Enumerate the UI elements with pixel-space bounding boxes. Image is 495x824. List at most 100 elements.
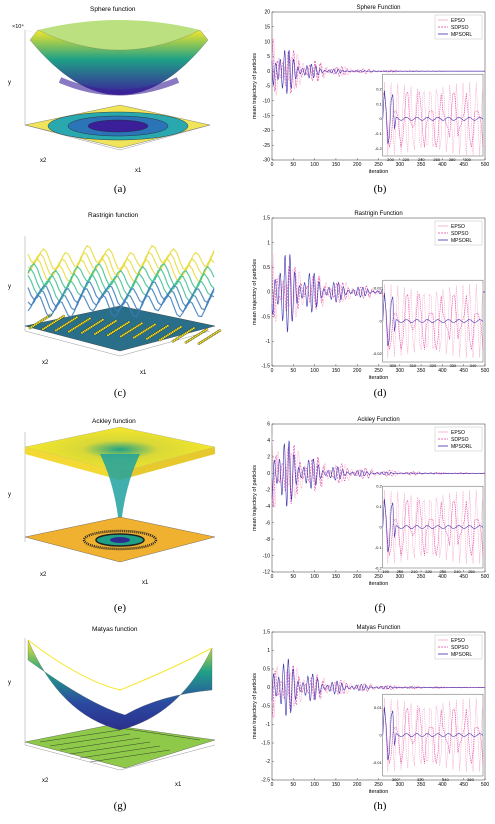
- legend-label: EPSO: [451, 18, 465, 24]
- inset-x-tick-label: 220: [425, 569, 432, 574]
- surface-plot-e: [24, 426, 216, 563]
- y-tick-label: 4: [267, 438, 270, 444]
- chart-title: Ackley Function: [357, 417, 399, 423]
- x-tick-label: 500: [481, 162, 490, 168]
- inset-series-epso: [382, 284, 484, 358]
- z-exponent: ×10⁴: [12, 24, 24, 30]
- x-axis-label: iteration: [369, 581, 389, 587]
- x-tick-label: 100: [310, 368, 319, 374]
- legend-label: MPSORL: [451, 444, 472, 450]
- y-tick-label: -1.5: [261, 364, 270, 370]
- x-tick-label: 400: [438, 368, 447, 374]
- x-tick-label: 350: [417, 574, 426, 580]
- line-panel-f: Ackley Function 0 50 100 150 200 250 300 350 400 4…: [250, 412, 495, 614]
- series-line-mpsorl: [271, 440, 485, 507]
- inset-x-tick-label: 200: [387, 157, 394, 162]
- y-tick-label: 0: [267, 290, 270, 296]
- x-tick-label: 0: [271, 782, 274, 788]
- inset-x-tick-label: 210: [411, 569, 418, 574]
- inset-plot: [382, 485, 484, 569]
- inset-series-epso: [382, 81, 484, 156]
- y-tick-label: -25: [263, 143, 270, 149]
- x-tick-label: 400: [438, 162, 447, 168]
- series-line-mpsorl: [271, 50, 485, 94]
- y-tick-label: -5: [266, 84, 271, 90]
- x-tick-label: 300: [396, 782, 405, 788]
- y-tick-label: -30: [263, 158, 270, 164]
- surface-panel-g: Matyas function y x1 x2 (g): [0, 620, 240, 820]
- legend-label: SDPSO: [451, 231, 469, 237]
- inset-series-mpsorl: [382, 90, 484, 144]
- x-tick-label: 0: [271, 162, 274, 168]
- caption-d: (d): [373, 387, 387, 399]
- y-tick-label: -6: [266, 520, 271, 526]
- y-tick-label: 0: [267, 69, 270, 75]
- x-tick-label: 50: [291, 368, 297, 374]
- x-tick-label: 300: [396, 162, 405, 168]
- inset-x-tick-label: 320: [430, 363, 437, 368]
- legend-label: EPSO: [451, 638, 465, 644]
- x-tick-label: 150: [332, 574, 341, 580]
- inset-y-tick-label: 0.2: [376, 86, 382, 91]
- x-tick-label: 100: [310, 782, 319, 788]
- x-axis-label: x1: [142, 580, 149, 586]
- y-tick-label: 0: [267, 685, 270, 691]
- inset-x-tick-label: 190: [382, 569, 389, 574]
- x-tick-label: 150: [332, 368, 341, 374]
- y-tick-label: 0.5: [263, 667, 270, 673]
- x-tick-label: 250: [374, 368, 383, 374]
- y-tick-label: 20: [264, 10, 270, 16]
- inset-x-tick-label: 320: [417, 777, 424, 782]
- y-tick-label: -20: [263, 128, 270, 134]
- x-axis-label: x1: [140, 370, 147, 376]
- x-tick-label: 0: [271, 574, 274, 580]
- line-panel-b: Sphere Function 0 50 100 150 200 250 300 350 400 4…: [250, 0, 495, 200]
- y-tick-label: -15: [263, 113, 270, 119]
- inset-plot: [382, 279, 484, 363]
- legend-label: MPSORL: [451, 652, 472, 658]
- inset-y-tick-label: -0.02: [373, 351, 383, 356]
- x-tick-label: 150: [332, 782, 341, 788]
- x-tick-label: 450: [460, 574, 469, 580]
- surface-panel-e: Ackley function y x1 x2 (e): [0, 412, 240, 614]
- caption-e: (e): [113, 602, 127, 614]
- y-tick-label: -0.5: [261, 314, 270, 320]
- inset-x-tick-label: 240: [418, 157, 425, 162]
- series-line-epso: [271, 435, 486, 508]
- y-tick-label: -4: [266, 504, 271, 510]
- y-tick-label: 2: [267, 455, 270, 461]
- x-tick-label: 350: [417, 162, 426, 168]
- inset-x-tick-label: 260: [433, 157, 440, 162]
- y-tick-label: 1: [267, 648, 270, 654]
- legend-label: SDPSO: [451, 645, 469, 651]
- inset-x-tick-label: 340: [470, 363, 477, 368]
- inset-y-tick-label: 0.1: [376, 101, 382, 106]
- legend-label: SDPSO: [451, 437, 469, 443]
- y-tick-label: -0.5: [261, 704, 270, 710]
- surface-title: Sphere function: [90, 6, 136, 13]
- inset-x-tick-label: 300: [464, 157, 471, 162]
- series-line-sdpso: [271, 264, 486, 321]
- legend-label: EPSO: [451, 430, 465, 436]
- line-panel-d: Rastrigin Function 0 50 100 150 200 250 300 350 4…: [250, 206, 495, 406]
- x-tick-label: 250: [374, 574, 383, 580]
- surface-title: Rastrigin function: [88, 212, 139, 219]
- y-axis-label: mean trajectory of particles: [252, 259, 258, 325]
- x-axis-label: x1: [175, 782, 182, 788]
- inset-y-tick-label: -0.2: [375, 565, 383, 570]
- y-axis-label: x2: [42, 360, 49, 366]
- y-axis-label: x2: [40, 158, 47, 164]
- z-axis-label: y: [8, 284, 11, 290]
- inset-x-tick-label: 360: [467, 777, 474, 782]
- y-axis-label: x2: [42, 778, 49, 784]
- x-tick-label: 50: [291, 162, 297, 168]
- x-tick-label: 50: [291, 782, 297, 788]
- y-tick-label: -1: [266, 339, 271, 345]
- inset-x-tick-label: 280: [449, 157, 456, 162]
- x-tick-label: 450: [460, 368, 469, 374]
- y-tick-label: -2: [266, 759, 271, 765]
- x-axis-label: iteration: [369, 169, 389, 175]
